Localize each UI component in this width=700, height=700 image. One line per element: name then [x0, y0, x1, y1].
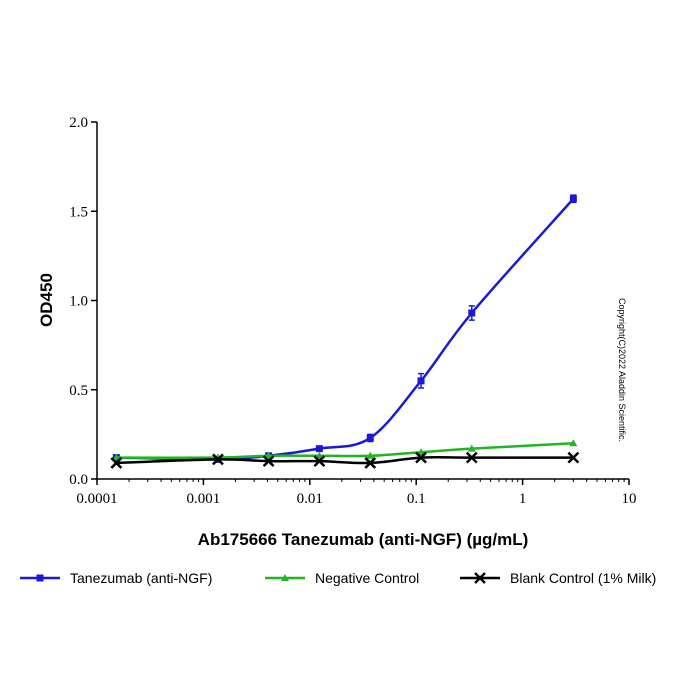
marker [212, 453, 224, 466]
marker [417, 377, 425, 385]
y-tick-label: 0.0 [69, 472, 88, 488]
y-axis-title: OD450 [37, 273, 56, 327]
y-tick-label: 1.0 [69, 294, 88, 310]
marker [366, 434, 374, 442]
y-tick-label: 2.0 [69, 115, 88, 131]
marker [315, 445, 323, 453]
marker [467, 444, 476, 452]
x-tick-label: 0.0001 [76, 491, 117, 507]
marker [465, 451, 478, 464]
legend-label: Blank Control (1% Milk) [510, 570, 656, 586]
x-tick-label: 1 [519, 491, 527, 507]
marker [569, 195, 577, 203]
legend-item: Negative Control [265, 570, 419, 586]
legend-item: Blank Control (1% Milk) [460, 570, 656, 586]
copyright: Copyright(C)2022 Aladdin Scientific. [617, 298, 627, 442]
marker [415, 451, 427, 464]
x-tick-label: 0.01 [297, 491, 323, 507]
x-tick-label: 10 [622, 491, 637, 507]
marker [417, 448, 426, 456]
legend-marker [36, 574, 44, 582]
fit-curve [116, 197, 575, 461]
marker [112, 453, 121, 461]
legend-marker [281, 574, 289, 581]
legend-marker [474, 572, 486, 584]
legend-label: Tanezumab (anti-NGF) [70, 570, 212, 586]
marker [110, 457, 123, 469]
marker [315, 451, 324, 459]
marker [313, 455, 326, 468]
marker [468, 309, 476, 317]
marker [262, 455, 275, 468]
y-tick-label: 0.5 [69, 383, 88, 399]
x-tick-label: 0.1 [407, 491, 426, 507]
marker [569, 439, 578, 447]
y-tick-label: 1.5 [69, 204, 88, 220]
marker [364, 457, 377, 469]
x-tick-label: 0.001 [187, 491, 221, 507]
legend-item: Tanezumab (anti-NGF) [20, 570, 212, 586]
marker [264, 451, 273, 459]
marker [366, 451, 375, 459]
x-axis-title: Ab175666 Tanezumab (anti-NGF) (µg/mL) [198, 530, 529, 549]
marker [567, 451, 580, 464]
legend-label: Negative Control [315, 570, 419, 586]
